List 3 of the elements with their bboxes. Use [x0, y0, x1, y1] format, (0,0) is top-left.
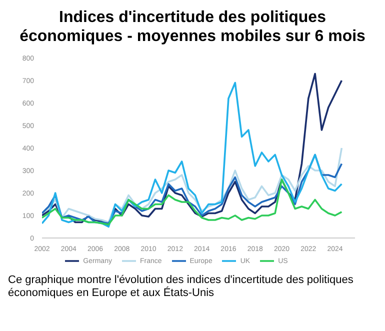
line-series — [42, 178, 343, 226]
text: Ce graphique montre l'évolution des indices d'incertitude des politiques économiques en Europe et aux États-Unis — [8, 274, 354, 300]
chart-title: Indices d'incertitude des politiques économiques - moyennes mobiles sur 6 mois — [18, 8, 366, 46]
